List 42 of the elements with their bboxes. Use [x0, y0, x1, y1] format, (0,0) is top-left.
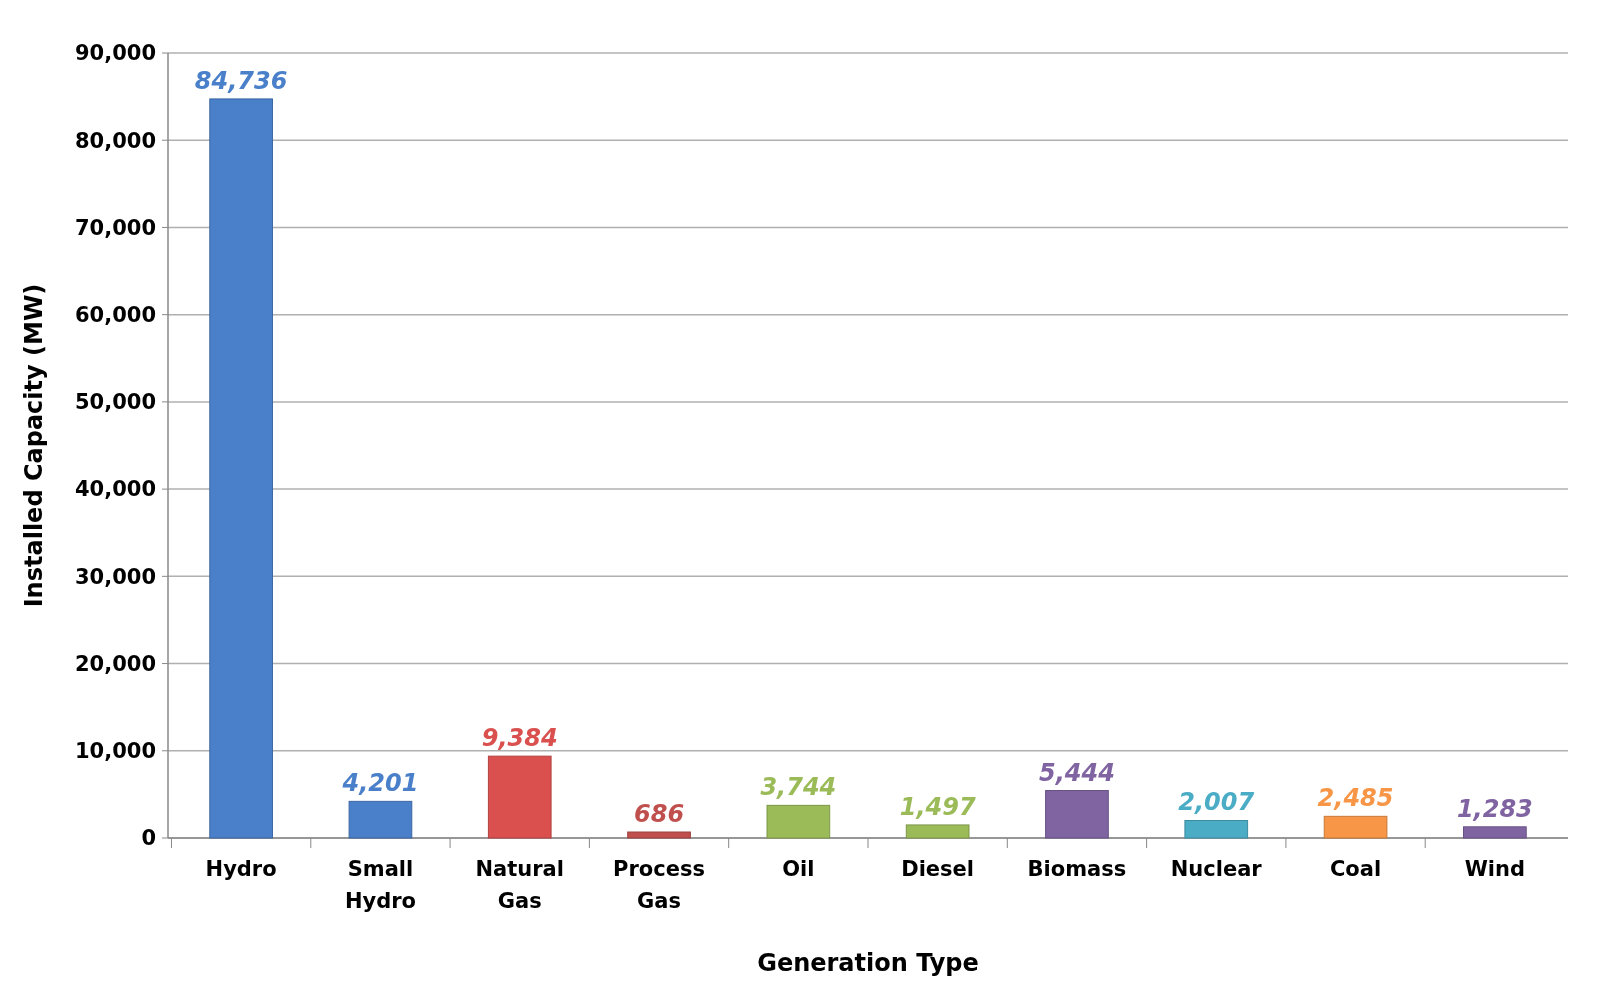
x-tick-label: Diesel — [901, 857, 975, 881]
x-tick-label: Hydro — [205, 857, 277, 881]
y-axis-title: Installed Capacity (MW) — [20, 283, 48, 608]
bar — [627, 831, 691, 839]
x-tick-label: Natural Gas — [475, 857, 564, 913]
bar — [1184, 820, 1249, 839]
data-label: 686 — [633, 800, 685, 829]
bar — [1463, 826, 1527, 839]
x-axis-title: Generation Type — [757, 949, 979, 977]
y-tick-label: 70,000 — [74, 215, 156, 240]
data-label: 84,736 — [194, 66, 288, 95]
y-tick-label: 60,000 — [74, 303, 156, 328]
bar — [487, 755, 552, 839]
y-tick-label: 30,000 — [74, 564, 156, 589]
y-tick-label: 20,000 — [74, 651, 156, 676]
x-tick-label: Small Hydro — [344, 857, 416, 913]
y-tick-label: 50,000 — [74, 390, 156, 415]
x-tick-label: Biomass — [1027, 857, 1127, 881]
x-tick-label: Process Gas — [613, 857, 705, 913]
bar — [905, 824, 970, 839]
y-tick-label: 90,000 — [74, 41, 156, 66]
data-label: 2,485 — [1317, 784, 1394, 813]
x-tick-label: Nuclear — [1170, 857, 1263, 881]
y-tick-label: 40,000 — [74, 477, 156, 502]
bar — [348, 800, 413, 839]
y-tick-label: 10,000 — [74, 739, 156, 764]
data-label: 2,007 — [1178, 788, 1255, 817]
bar — [209, 98, 273, 839]
y-tick-label: 0 — [141, 826, 156, 851]
data-label: 9,384 — [481, 724, 558, 753]
x-tick-label: Oil — [782, 857, 815, 881]
data-label: 5,444 — [1038, 758, 1115, 787]
bar — [1323, 815, 1388, 839]
bar — [1045, 790, 1109, 839]
data-label: 1,283 — [1456, 794, 1533, 823]
y-tick-label: 80,000 — [74, 128, 156, 153]
x-tick-label: Wind — [1464, 857, 1526, 881]
data-label: 3,744 — [760, 773, 837, 802]
bar — [766, 804, 831, 839]
data-label: 4,201 — [341, 769, 419, 798]
data-label: 1,497 — [899, 792, 976, 821]
x-tick-label: Coal — [1329, 857, 1382, 881]
